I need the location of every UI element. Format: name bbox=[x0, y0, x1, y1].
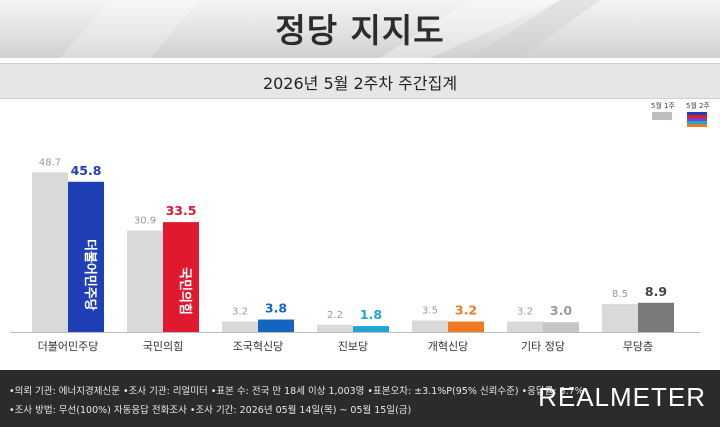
subtitle-bar bbox=[0, 63, 720, 99]
value-label-curr: 3.8 bbox=[265, 301, 287, 316]
value-label-prev: 2.2 bbox=[327, 310, 343, 321]
footer-line-1: •의뢰 기관: 에너지경제신문 •조사 기관: 리얼미터 •표본 수: 전국 만… bbox=[9, 386, 584, 397]
bar-curr-0 bbox=[68, 181, 104, 332]
bar-curr-6 bbox=[638, 302, 674, 332]
bar-curr-2 bbox=[258, 319, 294, 332]
header-decoration bbox=[60, 0, 600, 58]
bar-prev-0 bbox=[32, 172, 68, 332]
legend-prev-swatch bbox=[652, 112, 672, 120]
footer-panel: •의뢰 기관: 에너지경제신문 •조사 기관: 리얼미터 •표본 수: 전국 만… bbox=[0, 370, 720, 427]
bar-curr-3 bbox=[353, 326, 389, 332]
bar-curr-5 bbox=[543, 322, 579, 332]
bar-curr-1 bbox=[163, 222, 199, 332]
category-label: 기타 정당 bbox=[521, 340, 565, 353]
value-label-curr: 45.8 bbox=[71, 163, 102, 178]
party-logo-1: 국민의힘 bbox=[177, 267, 193, 315]
value-label-prev: 3.5 bbox=[422, 306, 438, 317]
legend-curr-swatch bbox=[687, 118, 707, 121]
legend-prev-label: 5월 1주 bbox=[650, 102, 675, 110]
footer-line-2: •조사 방법: 무선(100%) 자동응답 전화조사 •조사 기간: 2026년… bbox=[9, 405, 412, 416]
bar-prev-2 bbox=[222, 321, 258, 332]
value-label-prev: 48.7 bbox=[39, 157, 61, 168]
category-label: 진보당 bbox=[338, 340, 368, 353]
category-label: 국민의힘 bbox=[143, 340, 183, 353]
value-label-curr: 3.0 bbox=[550, 303, 572, 318]
legend-curr-swatch bbox=[687, 124, 707, 127]
bar-prev-6 bbox=[602, 304, 638, 332]
bar-prev-1 bbox=[127, 230, 163, 332]
value-label-curr: 3.2 bbox=[455, 303, 477, 318]
legend-curr-swatch bbox=[687, 121, 707, 124]
bar-curr-4 bbox=[448, 321, 484, 332]
value-label-curr: 8.9 bbox=[645, 284, 667, 299]
header-banner bbox=[0, 0, 720, 58]
value-label-curr: 1.8 bbox=[360, 307, 382, 322]
legend-curr-swatch bbox=[687, 115, 707, 118]
realmeter-logo: REALMETER bbox=[538, 382, 706, 412]
bar-prev-3 bbox=[317, 324, 353, 332]
legend-curr-swatch bbox=[687, 112, 707, 115]
value-label-prev: 8.5 bbox=[612, 289, 628, 300]
value-label-prev: 3.2 bbox=[517, 307, 533, 318]
value-label-prev: 30.9 bbox=[134, 216, 156, 227]
bar-chart: 48.7 45.8 더불어민주당 30.9 33.5 국민의힘 3.2 3.8 조국혁신당 2.2… bbox=[10, 112, 707, 353]
category-label: 무당층 bbox=[623, 340, 653, 353]
party-logo-0: 더불어민주당 bbox=[82, 239, 98, 311]
category-label: 개혁신당 bbox=[428, 340, 468, 353]
category-label: 더불어민주당 bbox=[38, 340, 99, 353]
bar-prev-4 bbox=[412, 320, 448, 332]
bar-prev-5 bbox=[507, 321, 543, 332]
category-label: 조국혁신당 bbox=[233, 340, 284, 353]
page-title: 정당 지지도 bbox=[275, 11, 445, 50]
value-label-curr: 33.5 bbox=[166, 203, 197, 218]
value-label-prev: 3.2 bbox=[232, 307, 248, 318]
legend-curr-label: 5월 2주 bbox=[685, 102, 710, 110]
chart-subtitle: 2026년 5월 2주차 주간집계 bbox=[262, 74, 458, 93]
